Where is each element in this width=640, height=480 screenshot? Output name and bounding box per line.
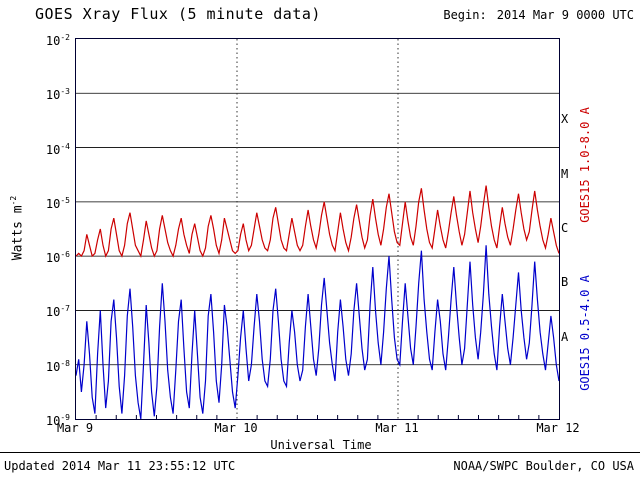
y-tick-label: 10-4 [45,141,70,157]
x-axis-title: Universal Time [270,438,372,452]
x-tick-label: Mar 12 [536,421,580,435]
y-tick-label: 10-3 [45,87,70,103]
footer-credit: NOAA/SWPC Boulder, CO USA [453,459,634,473]
flare-class-label-x: X [561,112,569,127]
flare-class-label-b: B [561,275,569,290]
plot-svg [76,39,559,419]
flare-class-label-m: M [561,166,569,181]
y-tick-label: 10-6 [45,250,70,266]
y-tick-label: 10-8 [45,358,70,374]
begin-timestamp: Begin: 2014 Mar 9 0000 UTC [443,8,634,22]
long-channel-series-path [76,185,559,259]
x-tick-label: Mar 9 [56,421,94,435]
y-tick-label: 10-9 [45,413,70,428]
y-tick-label: 10-5 [45,195,70,211]
footer-updated-timestamp: Updated 2014 Mar 11 23:55:12 UTC [4,459,236,473]
flare-class-label-c: C [561,221,569,235]
short-channel-series-path [76,245,559,419]
flare-class-label-a: A [561,329,569,344]
plot-area [75,38,560,420]
chart-title: GOES Xray Flux (5 minute data) [35,5,321,23]
y-tick-label: 10-7 [45,304,70,320]
x-tick-label: Mar 10 [214,421,258,435]
x-tick-label: Mar 11 [375,421,419,435]
y-tick-label: 10-2 [45,33,70,48]
series-label-short-channel: GOES15 0.5-4.0 A [578,275,592,391]
begin-value: 2014 Mar 9 0000 UTC [496,8,634,22]
footer-bar: Updated 2014 Mar 11 23:55:12 UTC NOAA/SW… [0,452,640,480]
series-label-long-channel: GOES15 1.0-8.0 A [578,107,592,223]
begin-label: Begin: [443,8,487,22]
